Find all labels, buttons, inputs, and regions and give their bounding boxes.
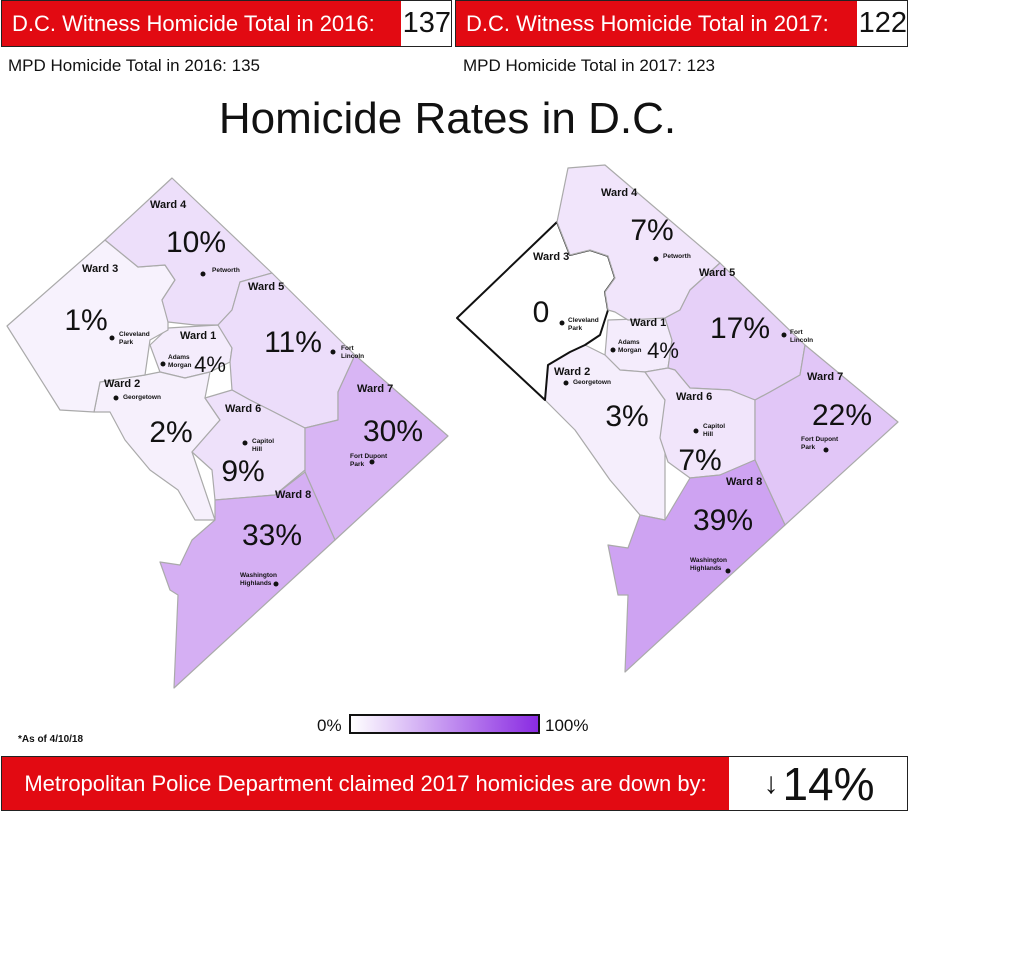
ward-name-ward-3-2016: Ward 3	[82, 263, 118, 275]
ward-name-ward-1-2016: Ward 1	[180, 330, 216, 342]
ward-name-ward-7-2016: Ward 7	[357, 383, 393, 395]
place-name-adams-morgan-2017: Adams Morgan	[618, 339, 642, 354]
place-name-petworth-2017: Petworth	[663, 253, 691, 260]
mpd-claim-banner: Metropolitan Police Department claimed 2…	[1, 756, 908, 811]
ward-percent-ward-3-2017: 0	[533, 296, 550, 329]
place-name-georgetown-2016: Georgetown	[123, 394, 161, 401]
ward-percent-ward-7-2016: 30%	[363, 415, 423, 448]
place-marker-icon-georgetown-2017	[563, 380, 569, 386]
ward-name-ward-4-2016: Ward 4	[150, 199, 187, 211]
place-marker-icon-fort-dupont-park-2017	[823, 447, 829, 453]
ward-percent-ward-5-2016: 11%	[264, 326, 322, 359]
place-marker-icon-georgetown-2016	[113, 395, 119, 401]
ward-percent-ward-4-2016: 10%	[166, 226, 226, 259]
witness-2017-value: 122	[858, 1, 907, 46]
ward-name-ward-6-2017: Ward 6	[676, 391, 712, 403]
witness-2017-label: D.C. Witness Homicide Total in 2017:	[456, 1, 859, 46]
ward-percent-ward-2-2016: 2%	[149, 416, 192, 449]
place-marker-icon-washington-highlands-2016	[273, 581, 279, 587]
place-name-cleveland-park-2016: Cleveland Park	[119, 331, 150, 346]
mpd-2016-total: MPD Homicide Total in 2016: 135	[8, 56, 260, 75]
legend-color-scale	[349, 714, 540, 734]
place-name-washington-highlands-2016: Washington Highlands	[240, 572, 277, 587]
place-name-fort-dupont-park-2017: Fort Dupont Park	[801, 436, 839, 451]
place-name-fort-lincoln-2017: Fort Lincoln	[790, 329, 813, 344]
ward-name-ward-3-2017: Ward 3	[533, 251, 569, 263]
place-name-fort-dupont-park-2016: Fort Dupont Park	[350, 453, 388, 468]
place-marker-icon-cleveland-park-2017	[559, 320, 565, 326]
ward-percent-ward-7-2017: 22%	[812, 399, 872, 432]
ward-percent-ward-6-2016: 9%	[221, 455, 264, 488]
footnote: *As of 4/10/18	[18, 734, 84, 745]
place-name-georgetown-2017: Georgetown	[573, 379, 611, 386]
ward-region-ward-8-2016	[159, 471, 336, 689]
ward-percent-ward-1-2016: 4%	[194, 352, 226, 377]
place-marker-icon-capitol-hill-2016	[242, 440, 248, 446]
ward-name-ward-5-2017: Ward 5	[699, 267, 735, 279]
page-title: Homicide Rates in D.C.	[218, 94, 677, 143]
ward-name-ward-2-2016: Ward 2	[104, 378, 140, 390]
place-marker-icon-petworth-2016	[200, 271, 206, 277]
witness-2016-label: D.C. Witness Homicide Total in 2016:	[2, 1, 403, 46]
place-marker-icon-capitol-hill-2017	[693, 428, 699, 434]
ward-percent-ward-5-2017: 17%	[710, 312, 770, 345]
place-name-capitol-hill-2016: Capitol Hill	[252, 438, 274, 453]
ward-region-ward-8-2017	[607, 459, 786, 673]
ward-percent-ward-4-2017: 7%	[630, 214, 673, 247]
place-name-cleveland-park-2017: Cleveland Park	[568, 317, 599, 332]
ward-name-ward-1-2017: Ward 1	[630, 317, 666, 329]
ward-region-ward-4-2017	[556, 164, 721, 321]
ward-name-ward-8-2017: Ward 8	[726, 476, 762, 488]
ward-percent-ward-1-2017: 4%	[647, 338, 679, 363]
place-name-adams-morgan-2016: Adams Morgan	[168, 354, 192, 369]
mpd-2017-total: MPD Homicide Total in 2017: 123	[463, 56, 715, 75]
place-marker-icon-petworth-2017	[653, 256, 659, 262]
place-marker-icon-fort-dupont-park-2016	[369, 459, 375, 465]
place-name-petworth-2016: Petworth	[212, 267, 240, 274]
ward-name-ward-6-2016: Ward 6	[225, 403, 261, 415]
ward-name-ward-7-2017: Ward 7	[807, 371, 843, 383]
ward-name-ward-8-2016: Ward 8	[275, 489, 311, 501]
place-name-capitol-hill-2017: Capitol Hill	[703, 423, 725, 438]
ward-name-ward-5-2016: Ward 5	[248, 281, 284, 293]
place-name-washington-highlands-2017: Washington Highlands	[690, 557, 727, 572]
witness-2016-value: 137	[402, 1, 451, 46]
down-arrow-icon: ↓	[763, 766, 779, 800]
ward-percent-ward-8-2016: 33%	[242, 519, 302, 552]
ward-percent-ward-2-2017: 3%	[605, 400, 648, 433]
place-name-fort-lincoln-2016: Fort Lincoln	[341, 345, 364, 360]
legend-max-label: 100%	[545, 716, 589, 735]
ward-percent-ward-6-2017: 7%	[678, 444, 721, 477]
ward-percent-ward-8-2017: 39%	[693, 504, 753, 537]
mpd-claim-value: 14%	[782, 757, 875, 810]
map-2017: Ward 1 4% Adams Morgan Ward 2 3% Georgetown War…	[456, 164, 899, 673]
place-marker-icon-fort-lincoln-2016	[330, 349, 336, 355]
ward-region-ward-6-2016	[191, 389, 306, 501]
place-marker-icon-adams-morgan-2016	[160, 361, 166, 367]
mpd-claim-label: Metropolitan Police Department claimed 2…	[2, 757, 731, 810]
witness-2016-banner: D.C. Witness Homicide Total in 2016: 137	[1, 0, 452, 47]
legend-min-label: 0%	[317, 716, 342, 735]
map-2016: Ward 1 4%Adams Morgan Ward 2 2% Georgetown War…	[6, 177, 449, 689]
place-marker-icon-fort-lincoln-2017	[781, 332, 787, 338]
ward-name-ward-2-2017: Ward 2	[554, 366, 590, 378]
place-marker-icon-adams-morgan-2017	[610, 347, 616, 353]
mpd-claim-value-box: ↓ 14%	[731, 757, 907, 810]
ward-name-ward-4-2017: Ward 4	[601, 187, 638, 199]
ward-percent-ward-3-2016: 1%	[64, 304, 107, 337]
place-marker-icon-washington-highlands-2017	[725, 568, 731, 574]
witness-2017-banner: D.C. Witness Homicide Total in 2017: 122	[455, 0, 908, 47]
place-marker-icon-cleveland-park-2016	[109, 335, 115, 341]
